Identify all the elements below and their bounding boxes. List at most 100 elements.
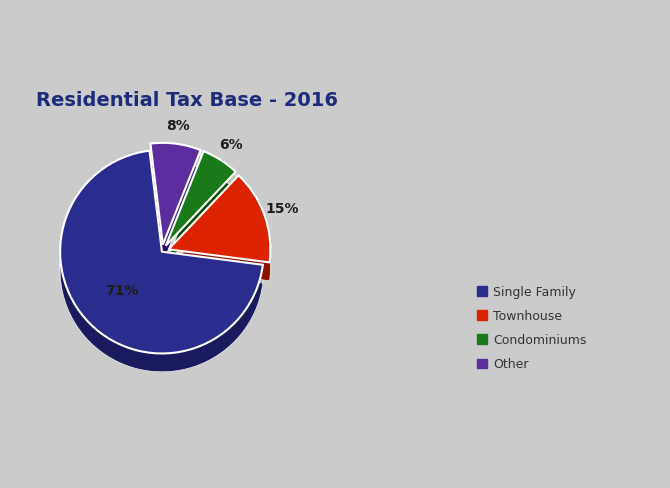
Wedge shape bbox=[60, 155, 263, 358]
Wedge shape bbox=[60, 163, 263, 365]
Wedge shape bbox=[151, 152, 200, 254]
Wedge shape bbox=[151, 149, 200, 250]
Wedge shape bbox=[165, 159, 236, 254]
Wedge shape bbox=[169, 180, 271, 267]
Wedge shape bbox=[151, 149, 200, 251]
Wedge shape bbox=[60, 158, 263, 361]
Wedge shape bbox=[151, 145, 200, 247]
Wedge shape bbox=[165, 156, 236, 250]
Wedge shape bbox=[165, 166, 236, 260]
Wedge shape bbox=[60, 164, 263, 366]
Wedge shape bbox=[151, 146, 200, 248]
Wedge shape bbox=[169, 184, 271, 271]
Wedge shape bbox=[60, 151, 263, 353]
Wedge shape bbox=[165, 162, 236, 256]
Legend: Single Family, Townhouse, Condominiums, Other: Single Family, Townhouse, Condominiums, … bbox=[472, 281, 592, 376]
Wedge shape bbox=[165, 153, 236, 247]
Wedge shape bbox=[165, 151, 236, 245]
Wedge shape bbox=[169, 190, 271, 277]
Wedge shape bbox=[169, 182, 271, 269]
Wedge shape bbox=[165, 166, 236, 261]
Wedge shape bbox=[169, 176, 271, 263]
Wedge shape bbox=[165, 168, 236, 263]
Wedge shape bbox=[169, 186, 271, 273]
Wedge shape bbox=[169, 189, 271, 276]
Wedge shape bbox=[165, 162, 236, 257]
Wedge shape bbox=[151, 152, 200, 253]
Wedge shape bbox=[60, 151, 263, 353]
Wedge shape bbox=[151, 150, 200, 252]
Wedge shape bbox=[169, 185, 271, 272]
Wedge shape bbox=[151, 161, 200, 262]
Wedge shape bbox=[60, 159, 263, 362]
Wedge shape bbox=[165, 154, 236, 248]
Wedge shape bbox=[60, 157, 263, 360]
Wedge shape bbox=[169, 188, 271, 275]
Wedge shape bbox=[165, 169, 236, 264]
Wedge shape bbox=[151, 160, 200, 262]
Wedge shape bbox=[151, 151, 200, 253]
Wedge shape bbox=[60, 156, 263, 359]
Wedge shape bbox=[60, 154, 263, 357]
Wedge shape bbox=[169, 194, 271, 281]
Wedge shape bbox=[165, 163, 236, 257]
Wedge shape bbox=[60, 160, 263, 363]
Wedge shape bbox=[169, 192, 271, 279]
Wedge shape bbox=[151, 147, 200, 249]
Wedge shape bbox=[169, 191, 271, 278]
Wedge shape bbox=[60, 161, 263, 364]
Wedge shape bbox=[169, 183, 271, 270]
Wedge shape bbox=[169, 178, 271, 265]
Wedge shape bbox=[151, 157, 200, 259]
Wedge shape bbox=[169, 178, 271, 264]
Wedge shape bbox=[165, 159, 236, 253]
Wedge shape bbox=[169, 185, 271, 273]
Wedge shape bbox=[165, 169, 236, 264]
Wedge shape bbox=[60, 165, 263, 368]
Wedge shape bbox=[60, 151, 263, 354]
Wedge shape bbox=[60, 157, 263, 359]
Wedge shape bbox=[60, 166, 263, 369]
Wedge shape bbox=[169, 175, 271, 263]
Wedge shape bbox=[151, 143, 200, 245]
Wedge shape bbox=[60, 164, 263, 367]
Wedge shape bbox=[169, 175, 271, 263]
Wedge shape bbox=[60, 167, 263, 370]
Wedge shape bbox=[151, 143, 200, 244]
Wedge shape bbox=[165, 152, 236, 246]
Wedge shape bbox=[165, 165, 236, 260]
Wedge shape bbox=[151, 153, 200, 255]
Wedge shape bbox=[151, 155, 200, 256]
Wedge shape bbox=[165, 151, 236, 245]
Wedge shape bbox=[60, 169, 263, 372]
Wedge shape bbox=[60, 153, 263, 356]
Wedge shape bbox=[60, 160, 263, 362]
Wedge shape bbox=[165, 164, 236, 259]
Wedge shape bbox=[169, 177, 271, 264]
Wedge shape bbox=[151, 158, 200, 259]
Wedge shape bbox=[169, 183, 271, 270]
Wedge shape bbox=[60, 163, 263, 366]
Wedge shape bbox=[165, 157, 236, 251]
Wedge shape bbox=[60, 162, 263, 365]
Wedge shape bbox=[60, 152, 263, 355]
Wedge shape bbox=[165, 158, 236, 252]
Wedge shape bbox=[151, 155, 200, 257]
Wedge shape bbox=[151, 159, 200, 261]
Wedge shape bbox=[169, 193, 271, 280]
Wedge shape bbox=[165, 161, 236, 255]
Wedge shape bbox=[165, 160, 236, 254]
Wedge shape bbox=[151, 156, 200, 258]
Wedge shape bbox=[169, 188, 271, 276]
Wedge shape bbox=[151, 161, 200, 263]
Wedge shape bbox=[60, 167, 263, 369]
Wedge shape bbox=[165, 163, 236, 258]
Text: 6%: 6% bbox=[218, 138, 243, 151]
Wedge shape bbox=[151, 144, 200, 246]
Wedge shape bbox=[151, 146, 200, 247]
Wedge shape bbox=[165, 167, 236, 262]
Wedge shape bbox=[151, 143, 200, 244]
Wedge shape bbox=[169, 179, 271, 266]
Wedge shape bbox=[169, 191, 271, 279]
Wedge shape bbox=[165, 156, 236, 251]
